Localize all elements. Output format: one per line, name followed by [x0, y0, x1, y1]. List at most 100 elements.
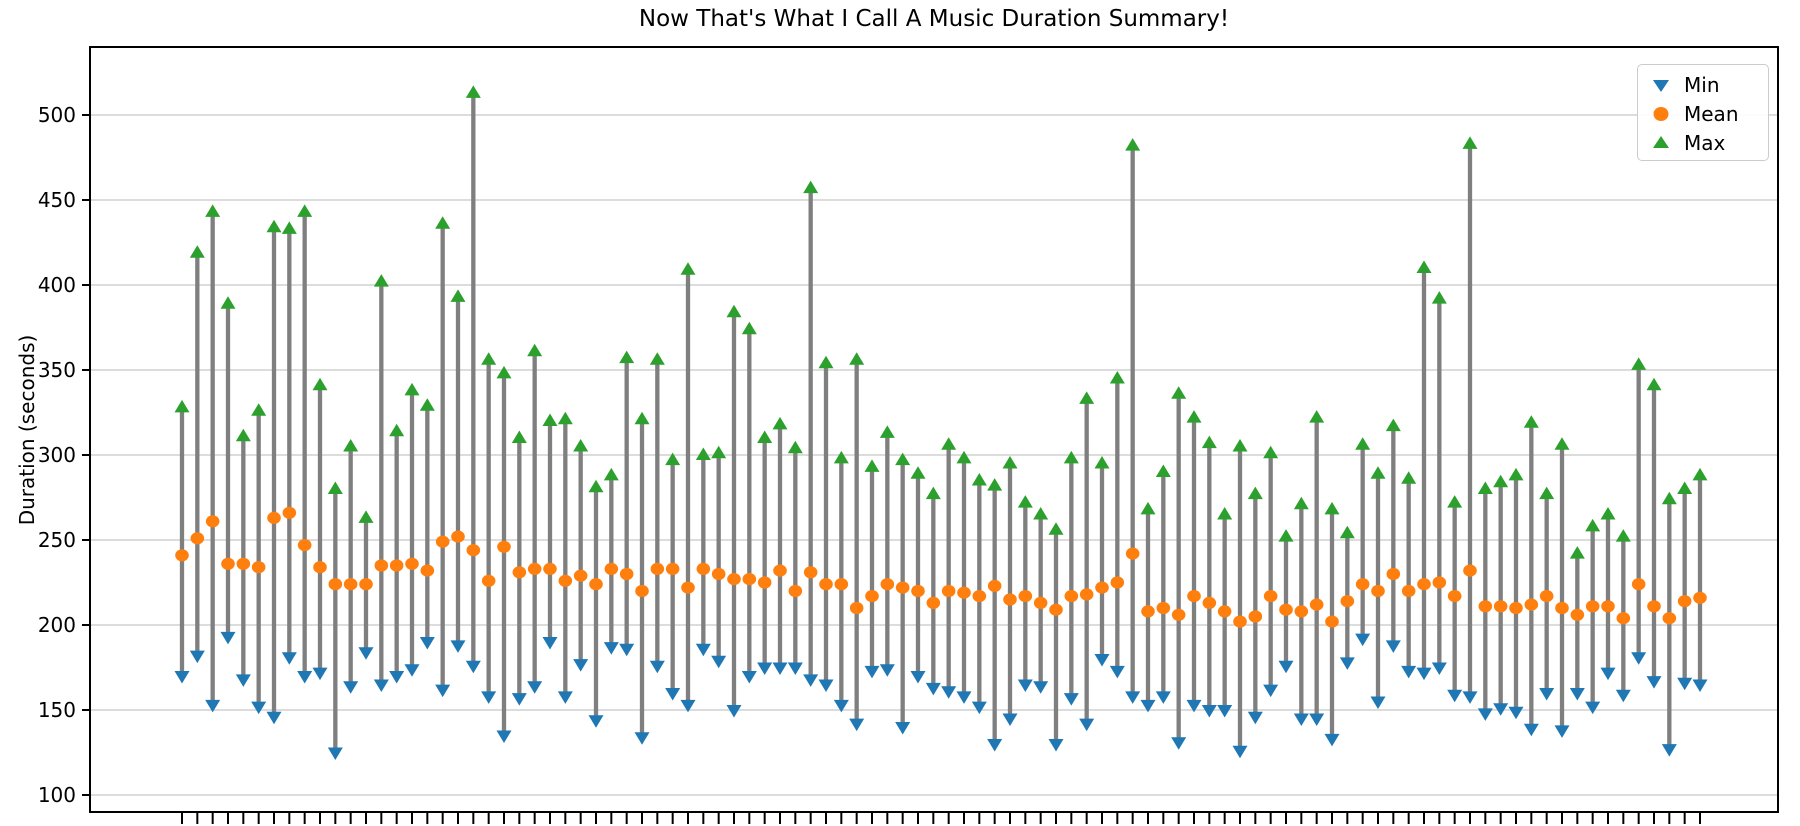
- mean-marker: [1493, 600, 1508, 613]
- max-marker: [1140, 501, 1156, 515]
- mean-marker: [359, 578, 373, 591]
- mean-marker: [1463, 564, 1477, 577]
- mean-marker: [267, 511, 281, 524]
- mean-marker: [788, 584, 803, 598]
- mean-marker: [1570, 608, 1585, 621]
- max-marker: [1385, 418, 1401, 432]
- min-marker: [312, 667, 328, 681]
- max-marker: [803, 180, 819, 194]
- mean-marker: [1263, 590, 1278, 603]
- min-marker: [1600, 667, 1616, 681]
- mean-marker: [895, 581, 910, 594]
- mean-marker: [880, 578, 895, 591]
- axes-frame: [89, 46, 1779, 813]
- min-marker: [971, 701, 987, 715]
- max-marker: [435, 216, 451, 229]
- legend-item-mean: Mean: [1638, 99, 1768, 128]
- max-marker: [1477, 481, 1493, 494]
- mean-marker: [681, 581, 695, 594]
- min-marker: [174, 671, 190, 684]
- min-marker: [297, 671, 313, 684]
- max-marker: [956, 450, 972, 464]
- mean-marker: [1478, 600, 1493, 613]
- max-marker: [511, 430, 527, 443]
- max-marker: [833, 450, 849, 464]
- min-marker: [1615, 689, 1631, 703]
- mean-marker: [1156, 601, 1171, 615]
- min-marker: [1033, 681, 1049, 694]
- chart-title: Now That's What I Call A Music Duration …: [638, 6, 1230, 32]
- mean-marker: [865, 590, 879, 603]
- max-marker: [266, 219, 282, 233]
- mean-marker: [1125, 547, 1140, 560]
- max-marker: [465, 85, 481, 98]
- min-marker: [1079, 718, 1095, 732]
- max-marker: [1063, 450, 1079, 464]
- max-marker: [757, 430, 773, 443]
- max-marker: [1201, 435, 1217, 449]
- min-marker: [251, 701, 267, 715]
- max-marker: [419, 398, 435, 411]
- min-marker: [726, 705, 742, 718]
- max-marker: [573, 439, 589, 452]
- min-marker: [419, 637, 435, 650]
- max-marker: [680, 262, 696, 275]
- max-marker: [603, 467, 619, 481]
- max-marker: [527, 343, 543, 357]
- max-marker: [619, 350, 635, 364]
- mean-marker: [727, 573, 741, 586]
- y-tick-label: 500: [38, 103, 76, 127]
- max-marker: [1508, 467, 1524, 481]
- mean-marker: [635, 584, 649, 598]
- max-marker: [649, 352, 665, 365]
- min-marker: [373, 679, 389, 692]
- mean-marker: [175, 549, 189, 562]
- max-marker: [695, 447, 711, 460]
- max-marker: [297, 204, 313, 217]
- min-marker-icon: [1638, 77, 1684, 93]
- min-marker: [1462, 691, 1478, 704]
- mean-marker: [435, 535, 450, 548]
- mean-marker: [420, 564, 435, 577]
- min-marker: [1063, 693, 1079, 706]
- mean-marker: [466, 544, 481, 557]
- max-marker: [205, 204, 221, 217]
- max-marker: [358, 510, 374, 523]
- min-marker: [1263, 684, 1279, 698]
- mean-marker: [1401, 584, 1416, 598]
- max-marker: [772, 416, 788, 430]
- min-marker: [1493, 703, 1509, 716]
- min-marker: [1094, 654, 1110, 667]
- min-marker: [327, 747, 343, 760]
- max-marker: [174, 399, 190, 413]
- mean-marker: [282, 506, 297, 519]
- min-marker: [1523, 723, 1539, 737]
- min-marker: [1217, 705, 1233, 718]
- max-marker: [1079, 391, 1095, 404]
- min-marker: [803, 674, 819, 687]
- max-marker: [1339, 525, 1355, 539]
- mean-marker: [1309, 598, 1324, 611]
- legend-label-max: Max: [1684, 130, 1726, 155]
- max-marker: [1217, 507, 1233, 520]
- mean-marker: [236, 557, 251, 570]
- max-marker: [1324, 501, 1340, 515]
- max-marker: [1017, 495, 1033, 508]
- y-tick-label: 450: [38, 188, 76, 212]
- min-marker: [1278, 660, 1294, 674]
- min-marker: [895, 722, 911, 735]
- max-marker: [787, 440, 803, 454]
- min-marker: [634, 732, 650, 745]
- min-marker: [1585, 701, 1601, 715]
- max-marker: [1631, 357, 1647, 370]
- max-marker: [1677, 481, 1693, 494]
- mean-marker: [1079, 588, 1094, 601]
- mean-marker: [313, 561, 327, 574]
- min-marker: [1309, 713, 1325, 726]
- min-marker: [1048, 739, 1064, 752]
- min-marker: [343, 681, 359, 694]
- min-marker: [220, 631, 236, 645]
- min-marker: [1186, 699, 1202, 713]
- min-marker: [1109, 665, 1125, 679]
- mean-marker: [297, 539, 312, 552]
